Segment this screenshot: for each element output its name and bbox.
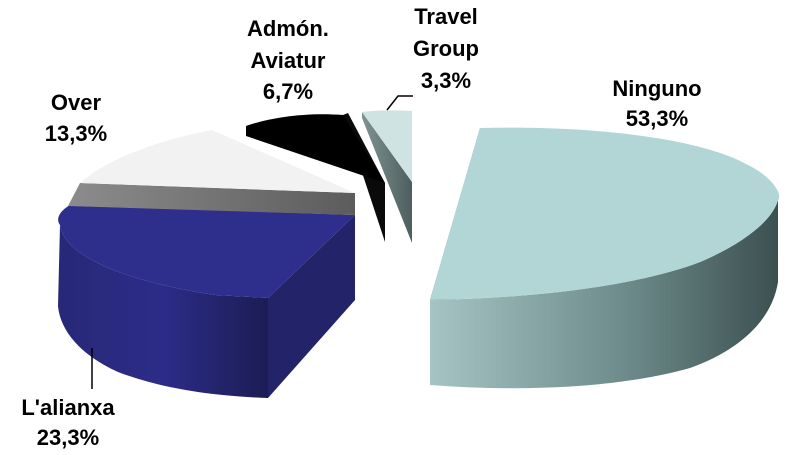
label-aviatur-value: 6,7%	[263, 79, 313, 104]
slice-alianxa-side	[58, 225, 268, 398]
slice-aviatur-top	[246, 114, 385, 183]
slice-alianxa-right-wall	[268, 215, 355, 398]
slice-ninguno-side	[430, 200, 778, 389]
slice-over-side	[68, 183, 355, 215]
slice-travel-group-top	[362, 110, 412, 182]
slice-aviatur	[246, 113, 385, 242]
slice-over-top	[80, 130, 355, 193]
label-alianxa-value: 23,3%	[37, 425, 99, 450]
label-over-value: 13,3%	[45, 121, 107, 146]
slice-ninguno-top	[430, 127, 780, 300]
slice-travel-group	[362, 110, 412, 243]
slice-over	[68, 130, 355, 215]
label-travel-group-name-line2: Group	[413, 36, 479, 61]
label-travel-group-name-line1: Travel	[414, 4, 478, 29]
label-ninguno-value: 53,3%	[626, 106, 688, 131]
label-aviatur-name-line2: Aviatur	[251, 48, 326, 73]
slice-ninguno	[430, 127, 780, 389]
slice-alianxa-top	[58, 205, 355, 298]
label-ninguno-name: Ninguno	[612, 76, 701, 101]
label-alianxa-name: L'alianxa	[21, 395, 115, 420]
label-over-name: Over	[51, 90, 102, 115]
leader-line-travel-group	[386, 95, 413, 111]
slice-alianxa	[58, 205, 355, 398]
label-aviatur-name-line1: Admón.	[247, 16, 329, 41]
slice-travel-group-side	[362, 112, 412, 243]
label-travel-group-value: 3,3%	[421, 68, 471, 93]
